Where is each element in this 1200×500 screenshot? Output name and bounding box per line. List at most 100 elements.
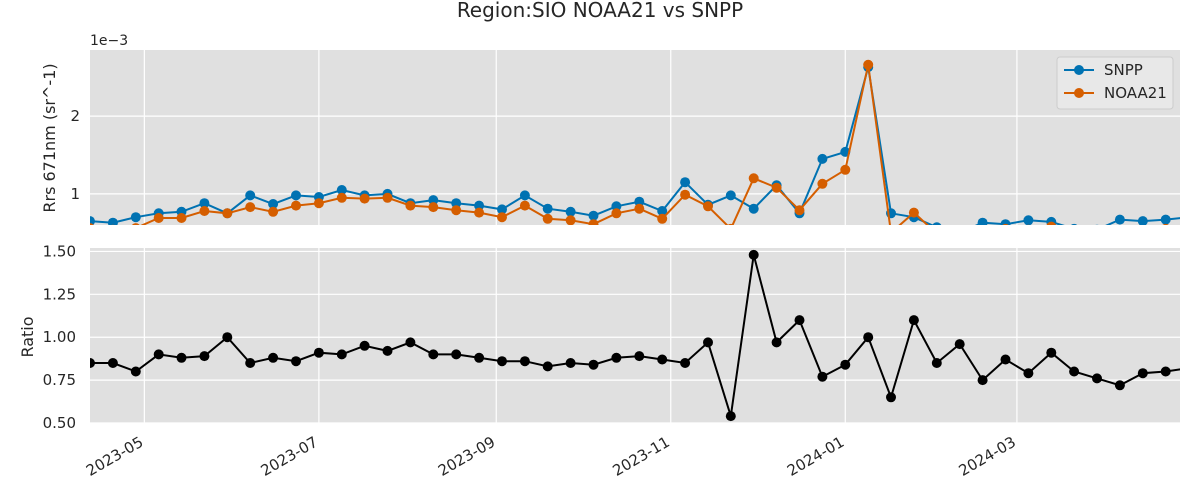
bottom-y-tick-label: 1.50	[43, 242, 76, 260]
ratio-point	[931, 358, 942, 368]
bottom-series	[90, 249, 1194, 422]
snpp-point	[291, 190, 301, 201]
noaa21-point	[497, 212, 507, 223]
ratio-point	[908, 315, 919, 326]
noaa21-point	[932, 229, 942, 239]
snpp-point	[519, 190, 530, 201]
noaa21-point	[611, 208, 622, 219]
ratio-point	[1092, 373, 1102, 384]
bottom-y-tick-label: 0.50	[43, 414, 76, 432]
noaa21-point	[153, 213, 164, 223]
top-y-ticks: 12	[70, 107, 80, 203]
ratio-point	[176, 352, 187, 363]
snpp-point	[588, 210, 599, 221]
bottom-plot-area	[90, 248, 1180, 423]
noaa21-point	[1069, 232, 1079, 242]
snpp-point	[107, 217, 118, 225]
ratio-point	[1184, 363, 1194, 373]
noaa21-point	[955, 229, 965, 239]
top-y-tick-label: 2	[70, 107, 80, 125]
noaa21-point	[748, 173, 759, 184]
noaa21-point	[428, 202, 439, 213]
legend-noaa21-marker	[1074, 88, 1084, 98]
top-panel: 12 1e−3 Rrs 671nm (sr^-1) SNPP NOAA21	[40, 33, 1194, 242]
legend: SNPP NOAA21	[1056, 56, 1174, 110]
ratio-point	[611, 352, 622, 363]
ratio-point	[1000, 354, 1011, 365]
noaa21-point	[794, 205, 805, 216]
noaa21-point	[405, 200, 416, 211]
snpp-point	[474, 200, 485, 211]
noaa21-point	[1162, 223, 1169, 225]
ratio-point	[817, 371, 828, 382]
ratio-point	[474, 352, 485, 363]
noaa21-point	[908, 207, 919, 218]
snpp-point	[817, 153, 828, 164]
ratio-point	[1023, 368, 1034, 379]
noaa21-point	[863, 59, 874, 70]
noaa21-point	[703, 201, 713, 212]
figure-title: Region:SIO NOAA21 vs SNPP	[457, 0, 743, 22]
top-y-tick-label: 1	[70, 185, 80, 203]
noaa21-group	[90, 59, 1194, 242]
snpp-point	[1160, 214, 1171, 225]
bottom-gridlines	[90, 248, 1180, 424]
ratio-point	[107, 358, 118, 368]
noaa21-point	[90, 223, 94, 225]
noaa21-point	[771, 182, 782, 193]
snpp-point	[611, 201, 622, 212]
ratio-point	[703, 337, 713, 348]
noaa21-point	[291, 200, 301, 211]
ratio-point	[771, 337, 782, 348]
ratio-point	[519, 356, 530, 367]
ratio-point	[336, 349, 347, 360]
ratio-point	[1160, 366, 1171, 377]
x-tick-label: 2023-05	[83, 433, 146, 480]
noaa21-point	[978, 229, 988, 239]
bottom-y-tick-label: 1.25	[43, 285, 76, 303]
snpp-point	[1184, 212, 1194, 222]
ratio-point	[748, 249, 759, 260]
noaa21-point	[588, 219, 599, 225]
noaa21-point	[359, 193, 370, 204]
noaa21-point	[176, 213, 187, 223]
snpp-point	[680, 177, 691, 188]
noaa21-point	[111, 224, 115, 225]
snpp-point	[542, 203, 553, 214]
ratio-point	[634, 351, 645, 362]
top-gridlines	[90, 50, 1180, 225]
snpp-point	[565, 206, 576, 217]
snpp-point	[1070, 223, 1078, 225]
ratio-point	[497, 356, 507, 367]
snpp-point	[748, 203, 759, 214]
snpp-point	[932, 222, 942, 225]
noaa21-point	[1046, 221, 1057, 225]
noaa21-point	[313, 198, 324, 209]
x-tick-label: 2024-01	[784, 433, 847, 480]
noaa21-point	[336, 192, 347, 203]
ratio-point	[542, 361, 553, 372]
snpp-point	[725, 190, 736, 201]
x-tick-label: 2024-03	[956, 433, 1019, 480]
ratio-point	[428, 349, 439, 360]
ratio-point	[245, 358, 256, 368]
noaa21-point	[1138, 226, 1148, 236]
x-tick-label: 2023-07	[258, 433, 321, 480]
ratio-point	[405, 337, 416, 348]
ratio-group	[90, 249, 1194, 422]
noaa21-point	[519, 200, 530, 211]
noaa21-point	[542, 213, 553, 224]
noaa21-point	[727, 223, 734, 225]
ratio-point	[840, 359, 851, 370]
snpp-point	[268, 199, 279, 209]
snpp-point	[90, 216, 95, 225]
noaa21-point	[1115, 227, 1125, 237]
noaa21-point	[199, 206, 210, 216]
noaa21-point	[817, 178, 828, 189]
noaa21-point	[1184, 222, 1194, 232]
x-tick-label: 2023-09	[435, 433, 498, 480]
snpp-point	[497, 204, 507, 215]
ratio-point	[130, 366, 141, 377]
noaa21-point	[680, 189, 691, 200]
